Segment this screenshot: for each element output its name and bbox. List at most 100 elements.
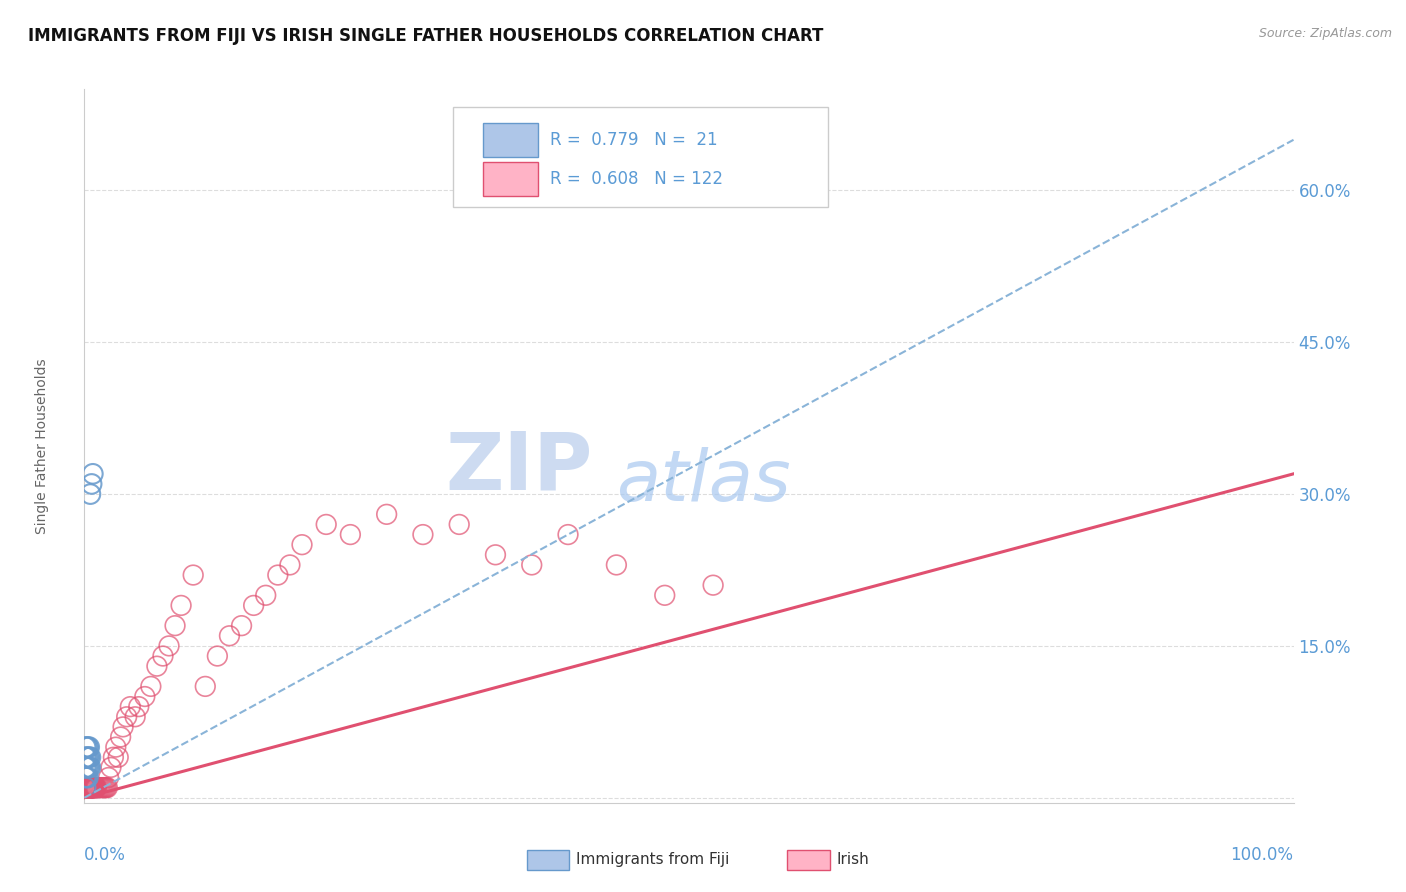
Point: [75, 750, 97, 764]
Point: [112, 720, 135, 734]
Point: [103, 750, 125, 764]
Point: [79, 780, 101, 795]
Point: [79, 780, 101, 795]
Point: [120, 699, 142, 714]
Point: [77, 750, 100, 764]
Point: [75, 780, 97, 795]
Point: [77, 780, 100, 795]
Point: [77, 740, 100, 755]
Point: [80, 780, 103, 795]
Point: [86, 780, 108, 795]
Point: [76, 771, 98, 785]
Point: [75, 740, 97, 755]
Point: [76, 750, 98, 764]
Point: [77, 780, 100, 795]
FancyBboxPatch shape: [453, 107, 828, 207]
Point: [77, 780, 100, 795]
Point: [76, 780, 98, 795]
Point: [80, 780, 103, 795]
Point: [339, 527, 361, 541]
Point: [83, 780, 105, 795]
Point: [82, 780, 104, 795]
Point: [76, 780, 98, 795]
Point: [170, 599, 193, 613]
Point: [75, 771, 97, 785]
Point: [80, 780, 103, 795]
Point: [557, 527, 579, 541]
Point: [79, 780, 101, 795]
Point: [75, 780, 97, 795]
Text: 0.0%: 0.0%: [84, 846, 127, 863]
Point: [157, 639, 180, 653]
Point: [87, 780, 110, 795]
Point: [75, 780, 97, 795]
Point: [82, 780, 104, 795]
Point: [115, 710, 138, 724]
Point: [75, 780, 97, 795]
Point: [94, 780, 117, 795]
Point: [90, 780, 112, 795]
Point: [94, 780, 117, 795]
Point: [83, 780, 105, 795]
Point: [207, 648, 229, 663]
Point: [77, 780, 100, 795]
Point: [75, 780, 97, 795]
Point: [82, 780, 104, 795]
Point: [79, 487, 101, 501]
Point: [93, 780, 115, 795]
Point: [79, 780, 101, 795]
Point: [80, 780, 103, 795]
Point: [79, 780, 101, 795]
Point: [82, 780, 104, 795]
Point: [163, 618, 186, 632]
Point: [82, 467, 104, 481]
Text: Source: ZipAtlas.com: Source: ZipAtlas.com: [1258, 27, 1392, 40]
Point: [291, 538, 314, 552]
Point: [77, 780, 100, 795]
Point: [412, 527, 434, 541]
Point: [86, 780, 108, 795]
Point: [80, 780, 103, 795]
Point: [80, 780, 103, 795]
Point: [449, 517, 471, 532]
Point: [181, 568, 204, 582]
Point: [254, 588, 277, 602]
Point: [134, 690, 156, 704]
Point: [76, 780, 98, 795]
Point: [77, 780, 100, 795]
Point: [77, 771, 100, 785]
Point: [77, 780, 100, 795]
Point: [79, 780, 101, 795]
Point: [242, 599, 264, 613]
Point: [77, 760, 100, 774]
Point: [77, 780, 100, 795]
Point: [267, 568, 290, 582]
Point: [484, 548, 506, 562]
Point: [218, 629, 240, 643]
Point: [79, 780, 101, 795]
Point: [139, 680, 162, 694]
Point: [76, 780, 98, 795]
Point: [605, 558, 627, 572]
Point: [77, 780, 100, 795]
Text: Irish: Irish: [837, 853, 869, 867]
Point: [83, 780, 105, 795]
Point: [84, 780, 107, 795]
Point: [79, 780, 101, 795]
Point: [146, 659, 169, 673]
Point: [77, 780, 100, 795]
Text: Immigrants from Fiji: Immigrants from Fiji: [576, 853, 730, 867]
Point: [110, 730, 132, 744]
Point: [77, 780, 100, 795]
Point: [76, 740, 98, 755]
Point: [77, 780, 100, 795]
Point: [124, 710, 146, 724]
Point: [77, 780, 100, 795]
Point: [79, 780, 101, 795]
Text: R =  0.779   N =  21: R = 0.779 N = 21: [550, 131, 717, 149]
Text: IMMIGRANTS FROM FIJI VS IRISH SINGLE FATHER HOUSEHOLDS CORRELATION CHART: IMMIGRANTS FROM FIJI VS IRISH SINGLE FAT…: [28, 27, 824, 45]
Point: [77, 780, 100, 795]
Point: [77, 760, 100, 774]
Point: [79, 760, 101, 774]
Point: [702, 578, 724, 592]
